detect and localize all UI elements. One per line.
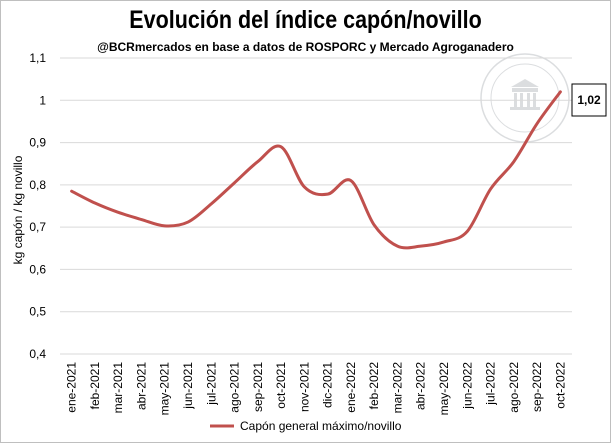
x-tick-label: ago-2021 — [228, 362, 242, 413]
x-tick-label: sep-2022 — [530, 362, 544, 412]
value-callout-box — [571, 83, 607, 117]
x-tick-label: oct-2022 — [553, 362, 567, 409]
y-tick-label: 0,6 — [29, 262, 46, 276]
x-tick-label: abr-2022 — [414, 362, 428, 410]
x-tick-label: mar-2022 — [390, 362, 404, 414]
x-tick-label: dic-2021 — [321, 362, 335, 408]
chart-title: Evolución del índice capón/novillo — [129, 6, 482, 34]
y-tick-label: 0,8 — [29, 178, 46, 192]
legend-label: Capón general máximo/novillo — [240, 419, 402, 433]
x-tick-label: may-2022 — [437, 362, 451, 416]
x-tick-label: abr-2021 — [134, 362, 148, 410]
x-tick-label: jun-2022 — [460, 362, 474, 410]
x-tick-label: oct-2021 — [274, 362, 288, 409]
x-tick-label: mar-2021 — [111, 362, 125, 414]
y-tick-label: 0,9 — [29, 136, 46, 150]
y-axis-title: kg capón / kg novillo — [11, 155, 25, 264]
y-tick-label: 1 — [39, 93, 46, 107]
x-tick-label: sep-2021 — [251, 362, 265, 412]
chart-subtitle: @BCRmercados en base a datos de ROSPORC … — [97, 40, 514, 54]
x-tick-label: may-2021 — [158, 362, 172, 416]
x-tick-label: jul-2022 — [484, 362, 498, 406]
y-tick-label: 0,7 — [29, 220, 46, 234]
x-tick-label: nov-2021 — [297, 362, 311, 412]
x-tick-label: jul-2021 — [204, 362, 218, 406]
x-tick-label: ene-2021 — [65, 362, 79, 413]
x-tick-label: jun-2021 — [181, 362, 195, 410]
y-tick-label: 0,4 — [29, 347, 46, 361]
y-tick-label: 1,1 — [29, 51, 46, 65]
y-tick-label: 0,5 — [29, 305, 46, 319]
x-tick-label: feb-2022 — [367, 362, 381, 410]
x-tick-label: ene-2022 — [344, 362, 358, 413]
series-line — [70, 90, 562, 250]
x-tick-label: feb-2021 — [88, 362, 102, 410]
x-tick-label: ago-2022 — [507, 362, 521, 413]
value-callout-label: 1,02 — [577, 93, 601, 107]
